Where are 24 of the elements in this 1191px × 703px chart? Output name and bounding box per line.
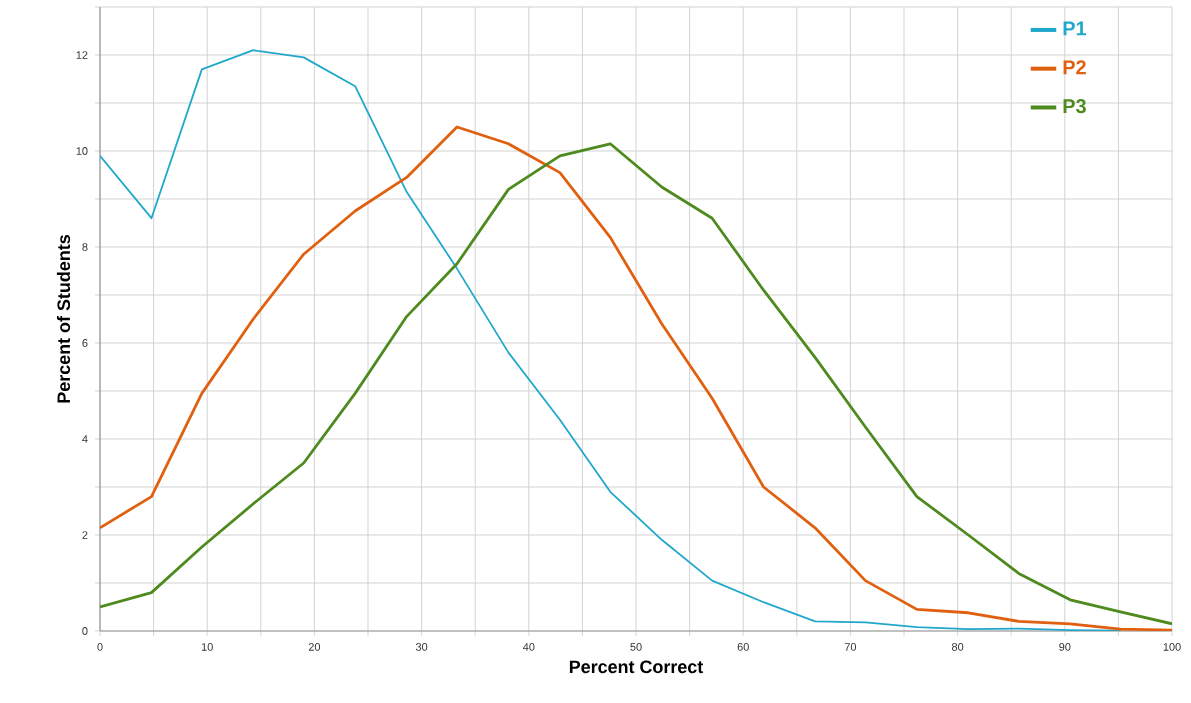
x-tick-label: 10: [201, 643, 213, 651]
x-tick-label: 20: [308, 643, 321, 651]
x-tick-label: 100: [1163, 643, 1181, 651]
x-tick-label: 50: [630, 643, 642, 651]
y-tick-label: 10: [76, 147, 88, 155]
x-tick-label: 0: [97, 643, 103, 651]
y-tick-label: 6: [82, 339, 88, 347]
line-series: [100, 49, 1122, 631]
x-tick-label: 30: [415, 643, 428, 651]
x-axis-title: Percent Correct: [569, 660, 704, 674]
legend-label: P1: [1063, 21, 1087, 36]
x-tick-label: 90: [1059, 643, 1071, 651]
x-tick-label: 70: [844, 643, 857, 651]
legend-label: P3: [1063, 99, 1086, 114]
y-tick-label: 4: [82, 435, 88, 443]
y-tick-label: 2: [82, 531, 88, 539]
y-axis-title: Percent of Students: [56, 235, 71, 403]
x-tick-label: 80: [951, 643, 964, 651]
y-tick-label: 0: [82, 627, 88, 635]
y-tick-label: 12: [76, 51, 88, 59]
y-tick-label: 8: [82, 243, 88, 251]
x-tick-label: 40: [522, 643, 535, 651]
x-tick-label: 60: [737, 643, 749, 651]
legend-label: P2: [1063, 60, 1086, 75]
